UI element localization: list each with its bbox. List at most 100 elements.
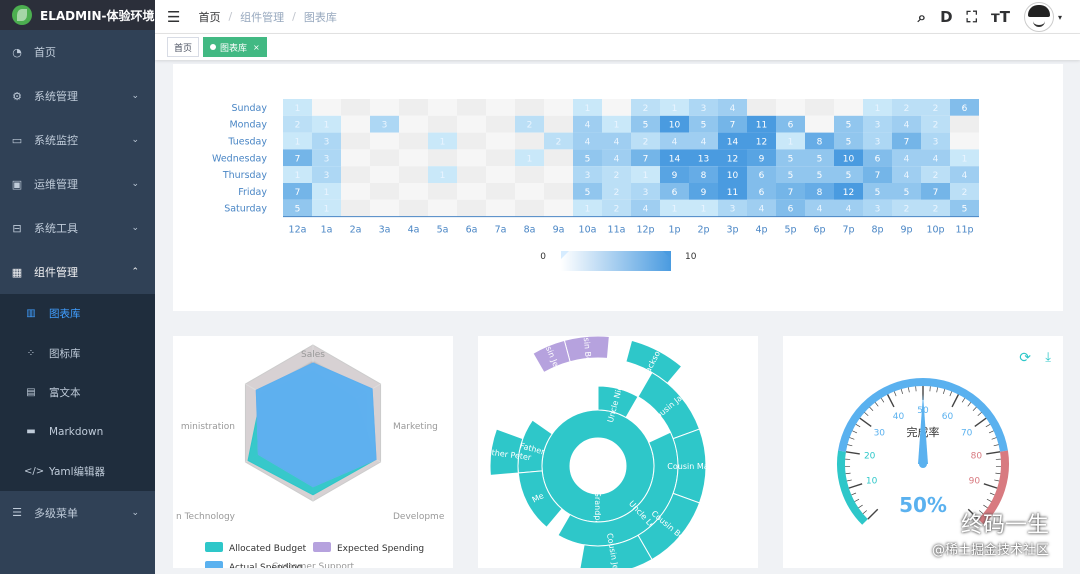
radar-indicator-label: ministration xyxy=(181,422,235,432)
heatmap-cell xyxy=(834,132,863,150)
sidebar-item-ops[interactable]: ▣ 运维管理 ⌄ xyxy=(0,162,155,206)
radar-indicator-label: Marketing xyxy=(393,422,438,432)
heatmap-value: 11 xyxy=(727,188,738,198)
sidebar-item-dashboard[interactable]: ◔ 首页 xyxy=(0,30,155,74)
heatmap-cell xyxy=(486,199,515,217)
heatmap-cell xyxy=(689,115,718,133)
heatmap-hour-label: 5p xyxy=(784,225,796,236)
heatmap-cell xyxy=(921,149,950,167)
sidebar-item-monitor[interactable]: ▭ 系统监控 ⌄ xyxy=(0,118,155,162)
font-size-icon[interactable]: ᴛT xyxy=(991,8,1010,26)
heatmap-value: 4 xyxy=(614,154,620,164)
heatmap-cell xyxy=(544,132,573,150)
sidebar-item-components[interactable]: ▦ 组件管理 ⌃ xyxy=(0,250,155,294)
sidebar-subitem-label: Markdown xyxy=(49,425,104,438)
gauge-tick xyxy=(972,406,977,412)
gauge-tick-label: 40 xyxy=(893,412,905,422)
heatmap-hour-label: 10p xyxy=(926,225,944,236)
heatmap-value: 5 xyxy=(295,205,301,215)
heatmap-cell xyxy=(660,115,689,133)
heatmap-chart: 1 1 2 1 3 4 1 2 2 62 1 3 2 4 1 5 10 5 7 11 6 5 3 4 21 3 1 2 4 4 2 4 4 14 1… xyxy=(212,99,979,271)
heatmap-value: 2 xyxy=(295,121,301,131)
heatmap-value: 4 xyxy=(730,104,736,114)
sidebar-item-multilevel[interactable]: ☰ 多级菜单 ⌄ xyxy=(0,491,155,535)
sidebar-subitem-markdown[interactable]: ▬ Markdown xyxy=(0,412,155,451)
breadcrumb-components: 组件管理 xyxy=(240,10,285,24)
tag-home[interactable]: 首页 xyxy=(167,37,200,57)
components-submenu: ▥ 图表库 ⁘ 图标库 ▤ 富文本 ▬ Markdown </> Yaml编辑器 xyxy=(0,294,155,491)
heatmap-cell xyxy=(718,183,747,200)
heatmap-cell xyxy=(486,132,515,150)
heatmap-value: 1 xyxy=(527,154,533,164)
heatmap-cell xyxy=(573,183,602,200)
chevron-down-icon: ⌄ xyxy=(131,507,139,518)
sidebar-item-label: 系统工具 xyxy=(34,222,78,235)
breadcrumb-separator: / xyxy=(292,10,296,23)
sidebar-subitem-richtext[interactable]: ▤ 富文本 xyxy=(0,373,155,412)
heatmap-value: 8 xyxy=(817,138,823,148)
close-icon[interactable]: × xyxy=(253,42,260,52)
heatmap-day-label: Saturday xyxy=(224,204,267,215)
heatmap-cell xyxy=(892,149,921,167)
radar-series-area xyxy=(255,362,377,488)
heatmap-value: 2 xyxy=(527,121,533,131)
heatmap-cell xyxy=(776,183,805,200)
breadcrumb-home[interactable]: 首页 xyxy=(198,10,221,24)
heatmap-hour-label: 2p xyxy=(697,225,709,236)
heatmap-value: 3 xyxy=(933,138,939,148)
sidebar-subitem-label: 图表库 xyxy=(49,308,81,321)
sidebar-item-tools[interactable]: ⊟ 系统工具 ⌄ xyxy=(0,206,155,250)
caret-down-icon[interactable]: ▾ xyxy=(1057,12,1062,22)
sunburst-label: Grandpa xyxy=(593,491,602,526)
heatmap-value: 2 xyxy=(933,205,939,215)
app-logo[interactable]: ELADMIN-体验环境 xyxy=(0,0,155,30)
heatmap-value: 3 xyxy=(643,188,649,198)
refresh-icon[interactable]: ⟳ xyxy=(1019,350,1031,366)
doc-icon[interactable]: D xyxy=(940,8,953,26)
heatmap-value: 4 xyxy=(643,205,649,215)
fullscreen-icon[interactable]: ⛶ xyxy=(966,8,978,26)
avatar[interactable] xyxy=(1023,2,1054,32)
search-icon[interactable]: ⌕ xyxy=(917,8,927,26)
heatmap-hour-label: 3a xyxy=(379,225,391,236)
heatmap-cell xyxy=(921,183,950,200)
gauge-tick xyxy=(961,397,966,403)
sidebar: ELADMIN-体验环境 ◔ 首页 ⚙ 系统管理 ⌄ ▭ 系统监控 ⌄ ▣ 运维管理 ⌄ ⊟ 系… xyxy=(0,0,155,574)
sidebar-item-label: 运维管理 xyxy=(34,178,78,191)
heatmap-cell xyxy=(312,183,341,200)
heatmap-value: 5 xyxy=(846,171,852,181)
heatmap-day-label: Monday xyxy=(229,120,267,131)
heatmap-value: 14 xyxy=(669,154,681,164)
sunburst-segment xyxy=(532,339,571,374)
heatmap-cell xyxy=(428,149,457,167)
heatmap-cell xyxy=(428,132,457,150)
heatmap-cell xyxy=(602,149,631,167)
heatmap-cell xyxy=(776,99,805,116)
heatmap-value: 2 xyxy=(933,121,939,131)
sidebar-subitem-label: 富文本 xyxy=(49,386,81,399)
download-icon[interactable]: ⤓ xyxy=(1045,350,1051,365)
heatmap-cell xyxy=(457,183,486,200)
heatmap-value: 1 xyxy=(440,138,446,148)
sidebar-subitem-yaml[interactable]: </> Yaml编辑器 xyxy=(0,452,155,491)
heatmap-value: 7 xyxy=(788,188,794,198)
heatmap-value: 3 xyxy=(585,171,591,181)
monitor-icon: ▭ xyxy=(11,133,23,147)
heatmap-cell xyxy=(892,99,921,116)
heatmap-value: 7 xyxy=(904,138,910,148)
sidebar-subitem-charts[interactable]: ▥ 图表库 xyxy=(0,294,155,333)
tag-charts[interactable]: 图表库 × xyxy=(203,37,267,57)
heatmap-cell xyxy=(457,99,486,116)
heatmap-cell xyxy=(660,183,689,200)
heatmap-value: 1 xyxy=(643,171,649,181)
gauge-band xyxy=(978,450,1009,525)
heatmap-cell xyxy=(863,149,892,167)
heatmap-value: 5 xyxy=(904,188,910,198)
heatmap-cell xyxy=(312,99,341,116)
leaf-logo-icon xyxy=(12,5,32,25)
hamburger-icon[interactable]: ☰ xyxy=(167,7,181,26)
heatmap-value: 3 xyxy=(875,205,881,215)
heatmap-cell xyxy=(631,115,660,133)
sidebar-item-system[interactable]: ⚙ 系统管理 ⌄ xyxy=(0,74,155,118)
sidebar-subitem-icons[interactable]: ⁘ 图标库 xyxy=(0,333,155,372)
